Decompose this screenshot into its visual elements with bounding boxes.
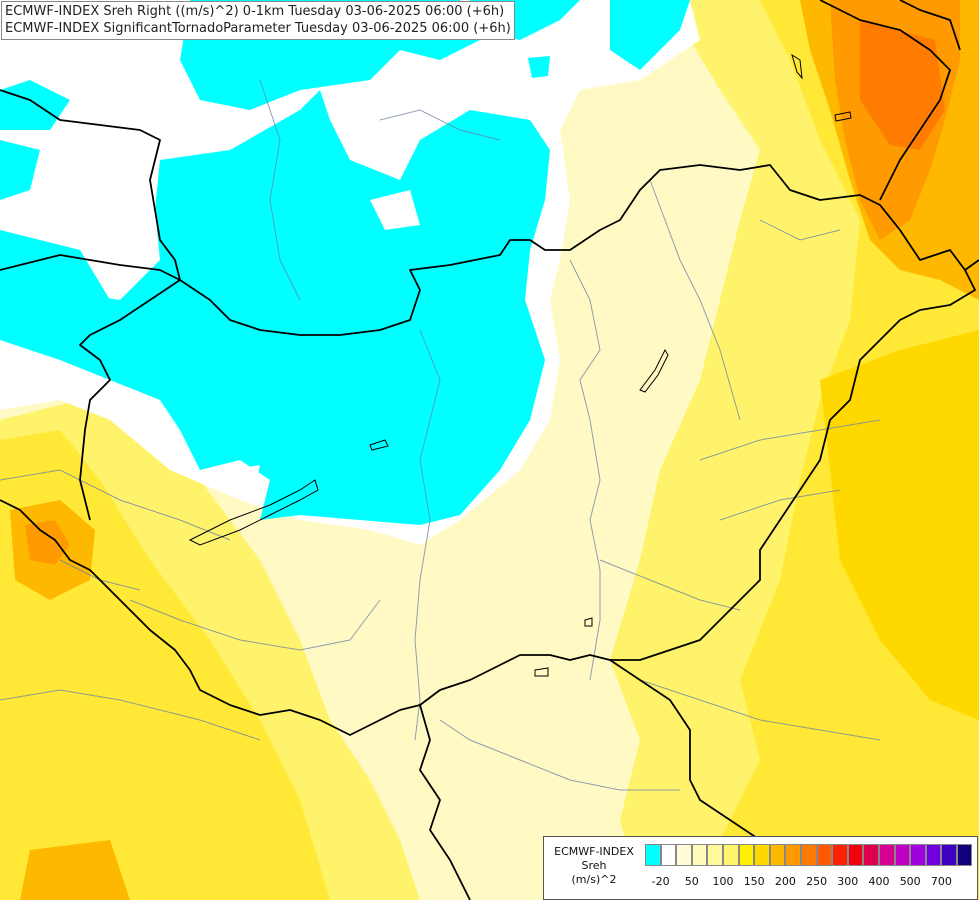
legend-swatch: [645, 844, 661, 866]
legend-swatch: [878, 844, 895, 866]
legend-swatch: [956, 844, 973, 866]
sreh-white-hole-1: [345, 90, 372, 115]
sreh-orange-sw-2: [25, 520, 70, 565]
legend-swatch: [707, 844, 723, 866]
sreh-orange-s: [20, 840, 130, 900]
legend-label-line-1: ECMWF-INDEX: [554, 845, 634, 858]
lake-small-4: [534, 667, 549, 677]
map-title-box: ECMWF-INDEX Sreh Right ((m/s)^2) 0-1km T…: [1, 1, 515, 40]
legend-tick-label: 500: [899, 875, 921, 888]
legend-tick-label: 700: [930, 875, 952, 888]
legend-tick-label: 150: [743, 875, 765, 888]
sreh-cyan-nw: [0, 80, 70, 130]
legend-swatch: [816, 844, 833, 866]
legend-swatch: [738, 844, 755, 866]
map-title-line-2: ECMWF-INDEX SignificantTornadoParameter …: [5, 21, 511, 36]
sreh-cyan-top-2: [610, 0, 690, 70]
legend-swatch: [847, 844, 864, 866]
legend-tick-label: 200: [774, 875, 796, 888]
sreh-yellow-east-3: [820, 330, 979, 720]
legend-tick-label: -20: [651, 875, 670, 888]
legend-label-line-2: Sreh: [581, 859, 607, 872]
legend-tick-label: 100: [712, 875, 734, 888]
legend-swatch: [660, 844, 677, 866]
legend-swatch: [754, 844, 770, 866]
legend-swatch: [832, 844, 848, 866]
lake-small-2: [834, 111, 852, 122]
legend-swatch: [863, 844, 879, 866]
sreh-white-hole-2: [370, 190, 420, 230]
legend-swatch: [785, 844, 801, 866]
sreh-white-hole-3: [230, 465, 260, 490]
color-legend: ECMWF-INDEX Sreh (m/s)^2 -20 50 100 150 200 2…: [543, 836, 978, 900]
lake-balaton: [188, 479, 319, 546]
legend-tick-label: 300: [837, 875, 859, 888]
lakes: [188, 53, 852, 677]
border-ne: [819, 0, 951, 201]
rivers: [0, 79, 881, 791]
lake-river-tisza: [639, 348, 669, 393]
legend-label-line-3: (m/s)^2: [571, 873, 617, 886]
legend-swatch: [676, 844, 692, 866]
map-title-line-1: ECMWF-INDEX Sreh Right ((m/s)^2) 0-1km T…: [5, 4, 505, 19]
legend-swatch: [894, 844, 911, 866]
legend-swatch: [722, 844, 739, 866]
sreh-cyan-small: [528, 56, 550, 78]
legend-label: ECMWF-INDEX Sreh (m/s)^2: [544, 845, 644, 887]
sreh-cyan-w: [0, 140, 40, 200]
border-hungary: [0, 164, 976, 736]
legend-tick-label: 250: [806, 875, 828, 888]
border-ne-2: [899, 0, 961, 51]
legend-swatch: [925, 844, 942, 866]
lake-small-5: [791, 53, 803, 80]
sreh-cyan-sw: [0, 230, 110, 330]
lake-small-1: [369, 439, 389, 451]
legend-tick-label: 400: [868, 875, 890, 888]
lake-small-3: [584, 617, 593, 627]
border-romania: [609, 659, 761, 841]
border-austria: [0, 254, 181, 281]
legend-swatch: [941, 844, 957, 866]
legend-swatch: [691, 844, 708, 866]
legend-swatch: [800, 844, 817, 866]
legend-swatches: [645, 844, 973, 866]
border-east: [964, 259, 979, 271]
border-serbia: [419, 704, 471, 900]
legend-ticks: -20 50 100 150 200 250 300 400 500 700: [645, 875, 975, 891]
legend-swatch: [910, 844, 926, 866]
legend-swatch: [769, 844, 786, 866]
legend-tick-label: 50: [684, 875, 699, 888]
sreh-orange-ne-3: [860, 20, 945, 150]
